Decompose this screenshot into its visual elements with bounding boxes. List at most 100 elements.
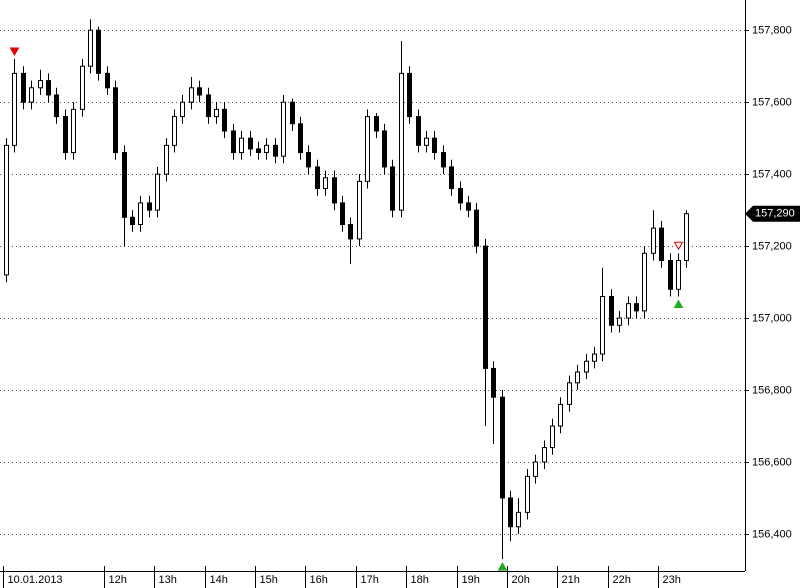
- signal-marker: [497, 562, 508, 571]
- candle-body: [96, 29, 101, 74]
- x-tick-label: 23h: [663, 574, 681, 586]
- candle-body: [348, 224, 353, 240]
- y-tick-label: 157,800: [752, 24, 792, 36]
- candle-body: [332, 177, 337, 204]
- candle-body: [147, 202, 152, 211]
- candle-body: [558, 403, 563, 427]
- candle-body: [609, 295, 614, 326]
- candle-body: [264, 144, 269, 154]
- candle-body: [374, 116, 379, 132]
- candle-body: [281, 101, 286, 157]
- candle-body: [584, 360, 589, 373]
- candle-body: [197, 87, 202, 96]
- y-tick-label: 157,000: [752, 312, 792, 324]
- candle-body: [206, 94, 211, 118]
- candle-body: [382, 130, 387, 168]
- x-tick-label: 16h: [310, 574, 328, 586]
- candle-body: [449, 166, 454, 190]
- candle-body: [575, 371, 580, 384]
- candle-body: [542, 447, 547, 463]
- candle-body: [365, 116, 370, 182]
- candle-body: [189, 87, 194, 103]
- candle-body: [399, 72, 404, 211]
- candle-body: [80, 65, 85, 110]
- candle-body: [290, 101, 295, 125]
- candle-body: [441, 152, 446, 168]
- x-tick-label: 22h: [613, 574, 631, 586]
- x-tick-label: 12h: [109, 574, 127, 586]
- candle-body: [659, 227, 664, 261]
- candle-body: [600, 295, 605, 355]
- candle-body: [626, 303, 631, 319]
- candle-body: [407, 72, 412, 118]
- last-price-label: 157,290: [755, 208, 795, 220]
- signal-marker: [673, 241, 684, 251]
- candle-body: [323, 177, 328, 190]
- y-tick-label: 156,600: [752, 456, 792, 468]
- candle-body: [130, 216, 135, 226]
- x-tick-label: 21h: [562, 574, 580, 586]
- x-tick-label: 20h: [512, 574, 530, 586]
- candle-body: [248, 137, 253, 150]
- candle-body: [256, 148, 261, 154]
- candle-body: [668, 259, 673, 290]
- candle-body: [172, 116, 177, 146]
- candle-body: [315, 166, 320, 190]
- candle-body: [122, 152, 127, 218]
- candle-body: [29, 87, 34, 103]
- candle-body: [231, 130, 236, 154]
- candle-body: [38, 80, 43, 89]
- candle-body: [63, 116, 68, 154]
- candle-body: [634, 303, 639, 312]
- candle-body: [567, 382, 572, 405]
- candle-body: [676, 259, 681, 290]
- candle-body: [222, 108, 227, 132]
- x-tick-label: 14h: [210, 574, 228, 586]
- candle-body: [466, 202, 471, 211]
- candle-body: [432, 137, 437, 154]
- x-tick-label: 19h: [462, 574, 480, 586]
- x-tick-label: 13h: [159, 574, 177, 586]
- candle-body: [500, 396, 505, 499]
- signal-marker: [9, 47, 20, 57]
- y-tick-label: 157,600: [752, 96, 792, 108]
- candle-body: [474, 209, 479, 247]
- candle-body: [642, 252, 647, 312]
- candle-body: [273, 144, 278, 157]
- candle-body: [306, 152, 311, 168]
- candle-body: [105, 72, 110, 89]
- y-tick-label: 157,400: [752, 168, 792, 180]
- signal-marker: [673, 299, 684, 308]
- candle-body: [483, 245, 488, 369]
- candle-body: [416, 116, 421, 146]
- x-tick-label: 10.01.2013: [8, 574, 63, 586]
- candle-body: [651, 227, 656, 254]
- y-tick-label: 156,400: [752, 528, 792, 540]
- candle-body: [138, 202, 143, 226]
- candle-body: [180, 101, 185, 118]
- candle-body: [357, 180, 362, 240]
- candle-body: [525, 475, 530, 513]
- candle-body: [239, 137, 244, 154]
- candle-body: [21, 72, 26, 103]
- candle-body: [214, 108, 219, 118]
- candle-body: [516, 511, 521, 528]
- candle-body: [550, 425, 555, 449]
- candle-body: [458, 188, 463, 204]
- candle-body: [46, 80, 51, 96]
- candle-body: [4, 144, 9, 276]
- candle-body: [113, 87, 118, 154]
- x-tick-label: 18h: [411, 574, 429, 586]
- candle-body: [298, 123, 303, 154]
- candle-body: [491, 367, 496, 398]
- candle-body: [533, 461, 538, 477]
- candle-body: [424, 137, 429, 146]
- candle-body: [54, 94, 59, 118]
- candle-body: [88, 29, 93, 67]
- candle-body: [684, 213, 689, 261]
- x-tick-label: 15h: [260, 574, 278, 586]
- x-tick-label: 17h: [361, 574, 379, 586]
- candle-body: [340, 202, 345, 226]
- y-tick-label: 157,200: [752, 240, 792, 252]
